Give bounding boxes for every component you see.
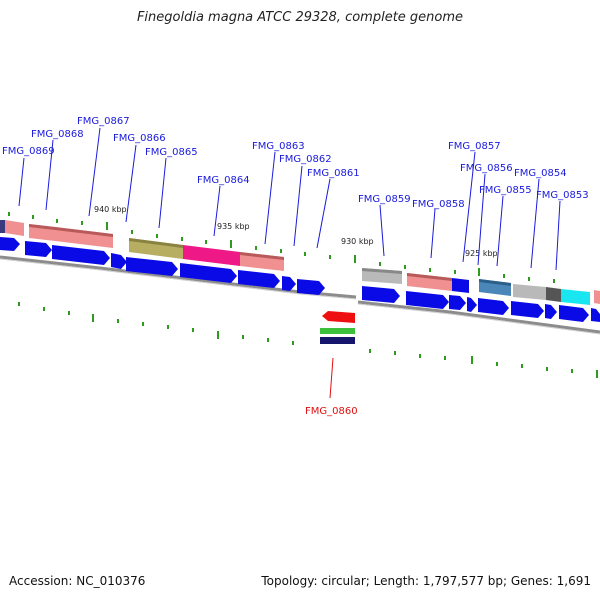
highlighted-gene-fmg0860[interactable] <box>320 311 355 399</box>
gene-label-fmg0864[interactable]: FMG_0864 <box>197 175 250 186</box>
topology-label: Topology: circular; Length: 1,797,577 bp… <box>261 574 591 588</box>
annotation-bars-right <box>362 268 600 305</box>
gene-label-fmg0863[interactable]: FMG_0863 <box>252 141 305 152</box>
gene-label-fmg0856[interactable]: FMG_0856 <box>460 163 513 174</box>
gene-label-fmg0869[interactable]: FMG_0869 <box>2 146 55 157</box>
gene-label-fmg0858[interactable]: FMG_0858 <box>412 199 465 210</box>
gene-label-fmg0862[interactable]: FMG_0862 <box>279 154 332 165</box>
gene-label-fmg0865[interactable]: FMG_0865 <box>145 147 198 158</box>
annotation-bars-left <box>0 220 284 271</box>
gene-label-fmg0866[interactable]: FMG_0866 <box>113 133 166 144</box>
accession-label: Accession: NC_010376 <box>9 574 146 588</box>
gene-label-fmg0860[interactable]: FMG_0860 <box>305 406 358 417</box>
gene-label-fmg0857[interactable]: FMG_0857 <box>448 141 501 152</box>
label-leader-lines <box>18 127 561 271</box>
gene-label-fmg0855[interactable]: FMG_0855 <box>479 185 532 196</box>
gene-label-fmg0854[interactable]: FMG_0854 <box>514 168 567 179</box>
genome-title: Finegoldia magna ATCC 29328, complete ge… <box>136 10 464 25</box>
gene-label-fmg0861[interactable]: FMG_0861 <box>307 168 360 179</box>
gene-label-fmg0859[interactable]: FMG_0859 <box>358 194 411 205</box>
cds-arrows <box>0 237 600 322</box>
scale-ticks-lower <box>18 302 598 378</box>
scale-ticks-upper <box>8 212 555 283</box>
scale-label-940: 940 kbp <box>94 205 127 214</box>
scale-label-935: 935 kbp <box>217 222 250 231</box>
scale-label-930: 930 kbp <box>341 237 374 246</box>
gene-label-fmg0868[interactable]: FMG_0868 <box>31 129 84 140</box>
scale-label-925: 925 kbp <box>465 249 498 258</box>
gene-label-fmg0853[interactable]: FMG_0853 <box>536 190 589 201</box>
genome-backbone-right <box>357 300 600 334</box>
gene-label-fmg0867[interactable]: FMG_0867 <box>77 116 130 127</box>
